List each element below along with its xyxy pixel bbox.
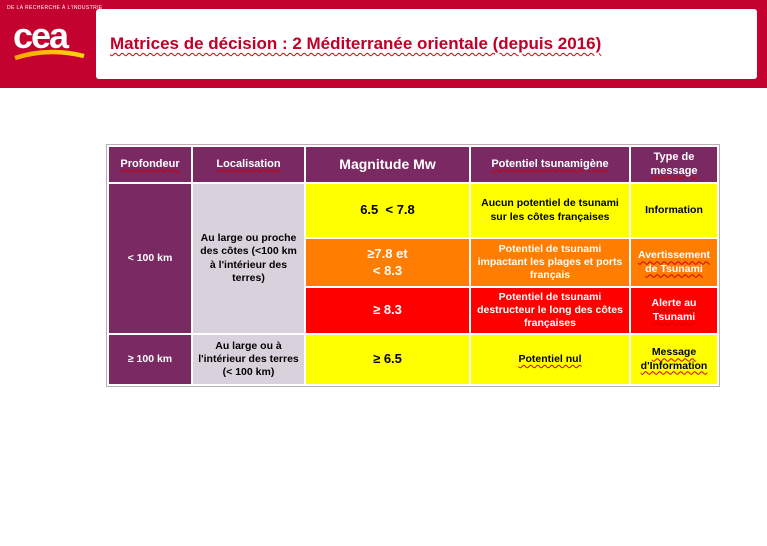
cell-type-row3: Alerte au Tsunami bbox=[629, 286, 719, 335]
col-header-profondeur: Profondeur bbox=[107, 145, 193, 184]
cell-potentiel-row1: Aucun potentiel de tsunami sur les côtes… bbox=[469, 182, 631, 239]
col-header-potentiel: Potentiel tsunamigène bbox=[469, 145, 631, 184]
cell-potentiel-row3: Potentiel de tsunami destructeur le long… bbox=[469, 286, 631, 335]
slide-title: Matrices de décision : 2 Méditerranée or… bbox=[110, 34, 602, 53]
table-row: ≥ 8.3 Potentiel de tsunami destructeur l… bbox=[108, 286, 719, 335]
cell-magnitude-row2: ≥7.8 et < 8.3 bbox=[304, 237, 471, 288]
cell-magnitude-row3: ≥ 8.3 bbox=[304, 286, 471, 335]
cea-logo-text: cea bbox=[13, 15, 70, 56]
cell-type-row4: Message d'Information bbox=[629, 333, 719, 386]
table-row: ≥7.8 et < 8.3 Potentiel de tsunami impac… bbox=[108, 237, 719, 288]
header-banner: DE LA RECHERCHE À L'INDUSTRIE cea Matric… bbox=[0, 0, 767, 88]
col-header-magnitude: Magnitude Mw bbox=[304, 145, 471, 184]
cell-magnitude-row4: ≥ 6.5 bbox=[304, 333, 471, 386]
decision-matrix-table: Profondeur Localisation Magnitude Mw Pot… bbox=[106, 144, 720, 387]
title-box: Matrices de décision : 2 Méditerranée or… bbox=[96, 9, 757, 79]
col-header-localisation: Localisation bbox=[191, 145, 306, 184]
cell-depth-deep: ≥ 100 km bbox=[107, 333, 193, 386]
cea-logo: cea bbox=[13, 15, 85, 61]
cell-depth-shallow: < 100 km bbox=[107, 182, 193, 335]
cell-localisation-inland: Au large ou à l'intérieur des terres (< … bbox=[191, 333, 306, 386]
cea-logo-swoosh bbox=[14, 49, 85, 61]
cell-potentiel-row4: Potentiel nul bbox=[469, 333, 631, 386]
cell-magnitude-row1: 6.5 < 7.8 bbox=[304, 182, 471, 239]
cell-potentiel-row2: Potentiel de tsunami impactant les plage… bbox=[469, 237, 631, 288]
table-row: < 100 km Au large ou proche des côtes (<… bbox=[107, 182, 719, 335]
logo-tagline: DE LA RECHERCHE À L'INDUSTRIE bbox=[7, 5, 103, 11]
cell-type-row1: Information bbox=[629, 182, 719, 239]
col-header-type-line2: message bbox=[650, 164, 698, 177]
table-row: ≥ 100 km Au large ou à l'intérieur des t… bbox=[107, 333, 719, 386]
col-header-type: Type de message bbox=[629, 145, 719, 184]
cell-localisation-offshore: Au large ou proche des côtes (<100 km à … bbox=[191, 182, 306, 335]
header-row: Profondeur Localisation Magnitude Mw Pot… bbox=[107, 145, 719, 184]
col-header-type-line1: Type de bbox=[653, 150, 695, 163]
cell-type-row2: Avertissement de Tsunami bbox=[629, 237, 719, 288]
